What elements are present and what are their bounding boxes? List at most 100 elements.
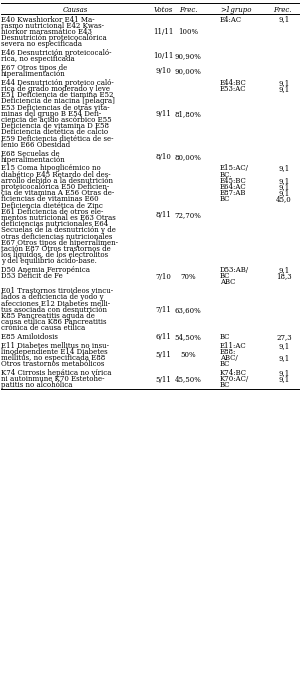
- Text: arrollo debido a la desnutrición: arrollo debido a la desnutrición: [1, 177, 113, 185]
- Text: causa etílica K86 Pancreatitis: causa etílica K86 Pancreatitis: [1, 318, 107, 327]
- Text: E53:AC: E53:AC: [220, 85, 247, 93]
- Text: E40 Kwashiorkor E41 Ma-: E40 Kwashiorkor E41 Ma-: [1, 16, 95, 23]
- Text: ficiencias de vitaminas E60: ficiencias de vitaminas E60: [1, 196, 99, 204]
- Text: 5/11: 5/11: [155, 351, 171, 359]
- Text: mentos nutricional es E63 Otras: mentos nutricional es E63 Otras: [1, 214, 116, 222]
- Text: E64:AC: E64:AC: [220, 183, 247, 191]
- Text: los líquidos, de los electrolitos: los líquidos, de los electrolitos: [1, 251, 108, 259]
- Text: E4:AC: E4:AC: [220, 16, 242, 23]
- Text: E51 Deficiencia de tiamina E52: E51 Deficiencia de tiamina E52: [1, 91, 113, 99]
- Text: 45,0: 45,0: [276, 196, 292, 204]
- Text: patitis no alcohólica: patitis no alcohólica: [1, 381, 73, 390]
- Text: Deficiencia de niacina [pelagra]: Deficiencia de niacina [pelagra]: [1, 97, 115, 106]
- Text: rica, no especificada: rica, no especificada: [1, 55, 75, 63]
- Text: hiperalimentación: hiperalimentación: [1, 70, 66, 78]
- Text: 63,60%: 63,60%: [175, 306, 201, 314]
- Text: BC: BC: [220, 333, 230, 341]
- Text: E61 Deficiencia de otros ele-: E61 Deficiencia de otros ele-: [1, 208, 103, 216]
- Text: 100%: 100%: [178, 28, 198, 36]
- Text: 9,1: 9,1: [278, 177, 290, 185]
- Text: mellitus, no especificada E88: mellitus, no especificada E88: [1, 354, 105, 362]
- Text: E44 Desnutrición proteico caló-: E44 Desnutrición proteico caló-: [1, 79, 114, 87]
- Text: rasmo nutricional E42 Kwas-: rasmo nutricional E42 Kwas-: [1, 22, 104, 29]
- Text: Causas: Causas: [62, 6, 88, 14]
- Text: 10/11: 10/11: [153, 52, 173, 60]
- Text: Votos: Votos: [153, 6, 173, 14]
- Text: 70%: 70%: [180, 272, 196, 281]
- Text: 9,1: 9,1: [278, 189, 290, 197]
- Text: 90,90%: 90,90%: [175, 52, 201, 60]
- Text: Desnutrición proteicocalórica: Desnutrición proteicocalórica: [1, 34, 107, 42]
- Text: D53 Déficit de Fe: D53 Déficit de Fe: [1, 272, 63, 281]
- Text: 9,1: 9,1: [278, 342, 290, 350]
- Text: proteicocalórica E50 Deficien-: proteicocalórica E50 Deficien-: [1, 183, 109, 191]
- Text: tus asociada con desnutrición: tus asociada con desnutrición: [1, 306, 107, 314]
- Text: ni autoinmune K70 Estetohe-: ni autoinmune K70 Estetohe-: [1, 375, 104, 383]
- Text: D53:AB/: D53:AB/: [220, 266, 249, 274]
- Text: E46 Desnutrición proteicocaló-: E46 Desnutrición proteicocaló-: [1, 49, 111, 57]
- Text: E11:AC: E11:AC: [220, 342, 247, 350]
- Text: 9,1: 9,1: [278, 354, 290, 362]
- Text: BC: BC: [220, 381, 230, 390]
- Text: E15:AC/: E15:AC/: [220, 165, 249, 172]
- Text: hiorkor marasmático E43: hiorkor marasmático E43: [1, 28, 92, 36]
- Text: 9,1: 9,1: [278, 79, 290, 87]
- Text: E68 Secuelas de: E68 Secuelas de: [1, 150, 60, 158]
- Text: 7/10: 7/10: [155, 272, 171, 281]
- Text: 80,00%: 80,00%: [175, 153, 201, 161]
- Text: 7/11: 7/11: [155, 306, 171, 314]
- Text: E67 Otros tipos de hiperralimen-: E67 Otros tipos de hiperralimen-: [1, 239, 118, 247]
- Text: E88:: E88:: [220, 348, 236, 356]
- Text: BC: BC: [220, 360, 230, 368]
- Text: lados a deficiencia de yodo y: lados a deficiencia de yodo y: [1, 294, 104, 301]
- Text: Otros trastornos metabólicos: Otros trastornos metabólicos: [1, 360, 104, 368]
- Text: E01 Trastornos tiroideos vincu-: E01 Trastornos tiroideos vincu-: [1, 287, 113, 295]
- Text: 72,70%: 72,70%: [175, 211, 201, 220]
- Text: minas del grupo B E54 Defi-: minas del grupo B E54 Defi-: [1, 110, 101, 118]
- Text: E53 Deficiencias de otras vita-: E53 Deficiencias de otras vita-: [1, 104, 110, 112]
- Text: 90,00%: 90,00%: [175, 67, 201, 75]
- Text: 8/10: 8/10: [155, 153, 171, 161]
- Text: rica de grado moderado y leve: rica de grado moderado y leve: [1, 85, 110, 93]
- Text: 9,1: 9,1: [278, 183, 290, 191]
- Text: 9,1: 9,1: [278, 375, 290, 383]
- Text: afecciones E12 Diabetes melli-: afecciones E12 Diabetes melli-: [1, 300, 110, 307]
- Text: 54,50%: 54,50%: [175, 333, 201, 342]
- Text: Frec.: Frec.: [179, 6, 197, 14]
- Text: K70:AC/: K70:AC/: [220, 375, 249, 383]
- Text: 9,1: 9,1: [278, 16, 290, 23]
- Text: E87:AB: E87:AB: [220, 189, 247, 197]
- Text: crónica de causa etílica: crónica de causa etílica: [1, 324, 85, 333]
- Text: diabético E45 Retardo del des-: diabético E45 Retardo del des-: [1, 171, 111, 178]
- Text: 5/11: 5/11: [155, 376, 171, 383]
- Text: K74 Cirrosis hepática no vírica: K74 Cirrosis hepática no vírica: [1, 369, 111, 377]
- Text: 81,80%: 81,80%: [175, 110, 201, 118]
- Text: BC.: BC.: [220, 171, 232, 178]
- Text: 9,1: 9,1: [278, 369, 290, 377]
- Text: hiperalimentación: hiperalimentación: [1, 156, 66, 164]
- Text: 9,1: 9,1: [278, 85, 290, 93]
- Text: Secuelas de la desnutrición y de: Secuelas de la desnutrición y de: [1, 226, 116, 235]
- Text: Deficiencia dietética de calcio: Deficiencia dietética de calcio: [1, 128, 108, 137]
- Text: 9,1: 9,1: [278, 165, 290, 172]
- Text: 11/11: 11/11: [153, 28, 173, 36]
- Text: Frec.: Frec.: [273, 6, 291, 14]
- Text: 6/11: 6/11: [155, 333, 171, 342]
- Text: otras deficiencias nutricionales: otras deficiencias nutricionales: [1, 233, 112, 241]
- Text: tación E87 Otros trastornos de: tación E87 Otros trastornos de: [1, 245, 111, 253]
- Text: 8/11: 8/11: [155, 211, 171, 220]
- Text: 9/11: 9/11: [155, 110, 171, 118]
- Text: D50 Anemia Ferropénica: D50 Anemia Ferropénica: [1, 266, 90, 274]
- Text: E67 Otros tipos de: E67 Otros tipos de: [1, 64, 67, 72]
- Text: 18,3: 18,3: [276, 272, 292, 281]
- Text: K85 Pancreatitis aguda de: K85 Pancreatitis aguda de: [1, 312, 95, 320]
- Text: linodependiente E14 Diabetes: linodependiente E14 Diabetes: [1, 348, 108, 356]
- Text: 9,1: 9,1: [278, 266, 290, 274]
- Text: ABC/: ABC/: [220, 354, 238, 362]
- Text: BC: BC: [220, 272, 230, 281]
- Text: E85 Amiloidosis: E85 Amiloidosis: [1, 333, 58, 341]
- Text: E15 Coma hipoglicémico no: E15 Coma hipoglicémico no: [1, 165, 101, 172]
- Text: 27,3: 27,3: [276, 333, 292, 341]
- Text: BC: BC: [220, 196, 230, 204]
- Text: Deficiencia de vitamina D E58: Deficiencia de vitamina D E58: [1, 122, 109, 130]
